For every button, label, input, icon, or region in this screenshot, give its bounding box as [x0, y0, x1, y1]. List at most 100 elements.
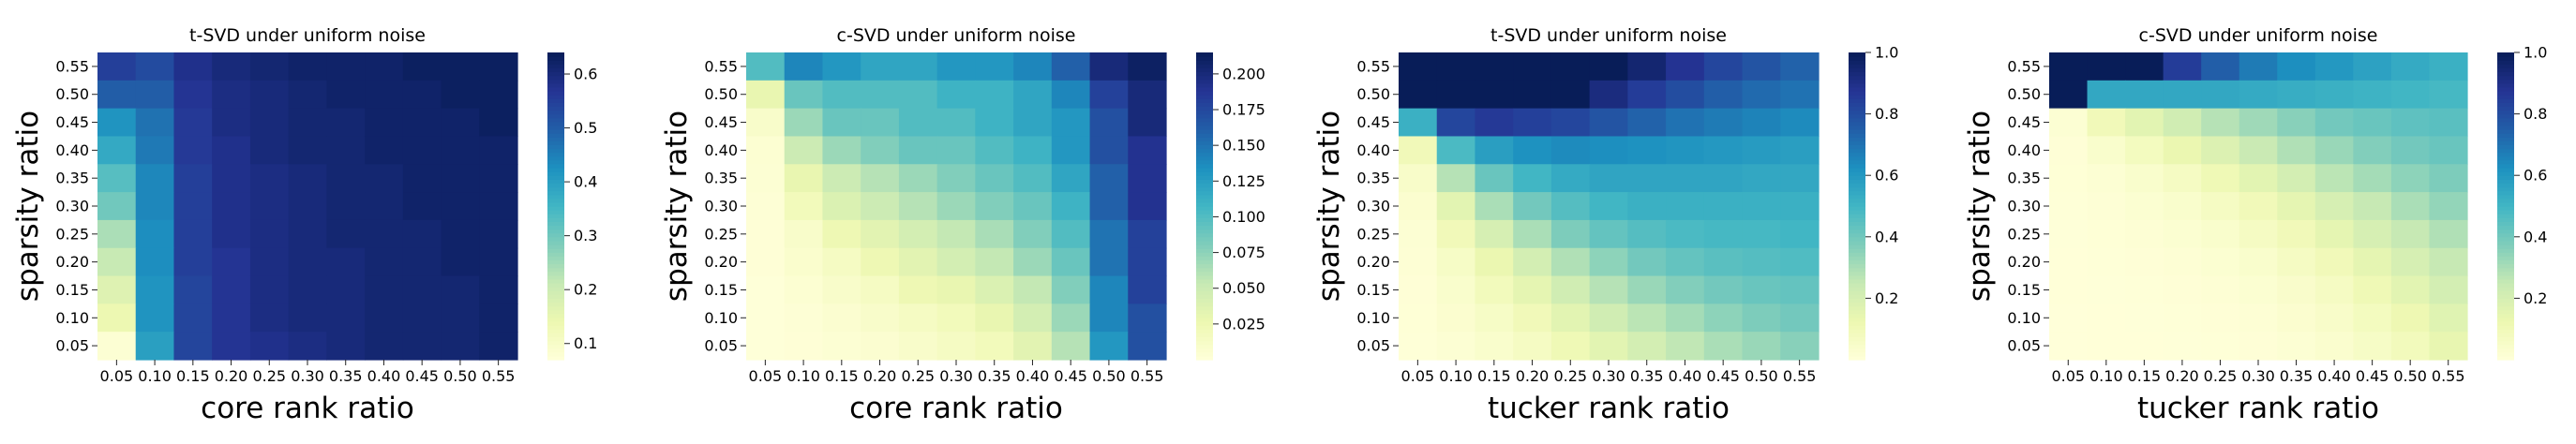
heatmap-cell	[2087, 275, 2126, 304]
colorbar-segment	[1849, 232, 1865, 238]
heatmap-cell	[2353, 275, 2392, 304]
heatmap-cell	[2201, 52, 2240, 81]
y-axis-label: sparsity ratio	[1963, 111, 1997, 302]
heatmap-cell	[1703, 164, 1744, 193]
colorbar-segment	[1849, 64, 1865, 68]
heatmap-cell	[1513, 192, 1552, 221]
heatmap-cell	[822, 303, 861, 333]
y-tick-label: 0.45	[2007, 113, 2041, 131]
heatmap-cell	[1742, 332, 1781, 361]
heatmap-cell	[1089, 219, 1129, 249]
heatmap-cell	[1436, 80, 1476, 110]
heatmap-cell	[2163, 52, 2202, 81]
heatmap-cell	[2390, 303, 2431, 333]
heatmap-cell	[1399, 219, 1438, 249]
x-axis-label: tucker rank ratio	[2137, 392, 2379, 425]
heatmap-cells	[746, 52, 1167, 361]
colorbar-tick-label: 0.075	[1222, 244, 1266, 261]
colorbar-segment	[1196, 355, 1213, 361]
colorbar-segment	[1849, 194, 1865, 200]
heatmap-cell	[212, 303, 251, 333]
heatmap-cell	[898, 164, 938, 193]
heatmap-cell	[2390, 192, 2431, 221]
heatmap-cell	[212, 332, 251, 361]
heatmap-cell	[1703, 192, 1744, 221]
heatmap-cell	[1013, 275, 1053, 304]
colorbar-segment	[547, 163, 564, 169]
heatmap-cell	[2163, 164, 2202, 193]
colorbar-segment	[547, 113, 564, 119]
colorbar-segment	[1849, 305, 1865, 311]
heatmap-cell	[1089, 52, 1129, 81]
heatmap-cell	[1703, 136, 1744, 165]
colorbar-segment	[547, 321, 564, 326]
colorbar-segment	[1196, 267, 1213, 273]
colorbar-segment	[1849, 214, 1865, 218]
heatmap-cell	[784, 332, 824, 361]
x-tick-label: 0.20	[2165, 367, 2199, 385]
heatmap-cell	[1013, 164, 1053, 193]
colorbar-segment	[2497, 229, 2514, 234]
colorbar-segment	[2497, 259, 2514, 265]
colorbar-segment	[1849, 236, 1865, 242]
colorbar-segment	[1849, 240, 1865, 245]
colorbar-tick-label: 0.125	[1222, 172, 1266, 190]
colorbar-segment	[2497, 340, 2514, 346]
heatmap-cell	[936, 136, 976, 165]
heatmap-cell	[288, 108, 327, 138]
heatmap-cell	[746, 108, 786, 138]
heatmap-cell	[173, 80, 213, 110]
y-tick-label: 0.35	[55, 170, 89, 187]
heatmap-cell	[1780, 80, 1820, 110]
heatmap-cell	[1013, 108, 1053, 138]
heatmap-cell	[2201, 108, 2240, 138]
heatmap-cell	[1513, 247, 1552, 277]
heatmap-cell	[1589, 192, 1628, 221]
heatmap-cell	[173, 303, 213, 333]
colorbar-segment	[2497, 252, 2514, 257]
colorbar-segment	[547, 175, 564, 180]
heatmap-cell	[402, 219, 442, 249]
heatmap-cell	[1742, 52, 1781, 81]
heatmap-cell	[936, 275, 976, 304]
heatmap-cell	[746, 303, 786, 333]
heatmap-cell	[1513, 80, 1552, 110]
colorbar-segment	[1196, 201, 1213, 207]
heatmap-cell	[1013, 52, 1053, 81]
colorbar-segment	[2497, 348, 2514, 353]
colorbar-segment	[2497, 217, 2514, 222]
colorbar-segment	[1849, 313, 1865, 318]
colorbar-segment	[1196, 336, 1213, 342]
heatmap-cell	[975, 136, 1014, 165]
heatmap-cell	[1399, 303, 1438, 333]
heatmap-cell	[2163, 332, 2202, 361]
colorbar-segment	[547, 91, 564, 96]
colorbar-segment	[547, 82, 564, 88]
colorbar-segment	[547, 125, 564, 130]
heatmap-cell	[1627, 108, 1667, 138]
colorbar-segment	[1196, 52, 1213, 57]
colorbar-segment	[547, 67, 564, 73]
heatmap-cell	[173, 164, 213, 193]
y-tick-label: 0.05	[704, 337, 738, 355]
heatmap-cell	[1627, 247, 1667, 277]
heatmap-cell	[1513, 332, 1552, 361]
colorbar-segment	[547, 110, 564, 115]
heatmap-cell	[288, 192, 327, 221]
colorbar-tick-label: 0.6	[2524, 167, 2547, 185]
x-tick-label: 0.50	[443, 367, 477, 385]
colorbar: 0.2 0.4 0.6 0.8 1.0	[1849, 44, 1898, 361]
heatmap-cell	[135, 275, 175, 304]
y-tick-label: 0.50	[1356, 85, 1390, 103]
heatmap-cell	[2201, 192, 2240, 221]
heatmap-cell	[936, 52, 976, 81]
heatmap-cell	[1742, 247, 1781, 277]
heatmap-cell	[1128, 303, 1167, 333]
colorbar-segment	[1196, 348, 1213, 353]
colorbar-segment	[547, 159, 564, 165]
heatmap-cell	[402, 52, 442, 81]
y-tick-label: 0.55	[55, 57, 89, 75]
heatmap-cell	[2087, 52, 2126, 81]
heatmap-cell	[1051, 219, 1091, 249]
colorbar-segment	[1196, 252, 1213, 257]
